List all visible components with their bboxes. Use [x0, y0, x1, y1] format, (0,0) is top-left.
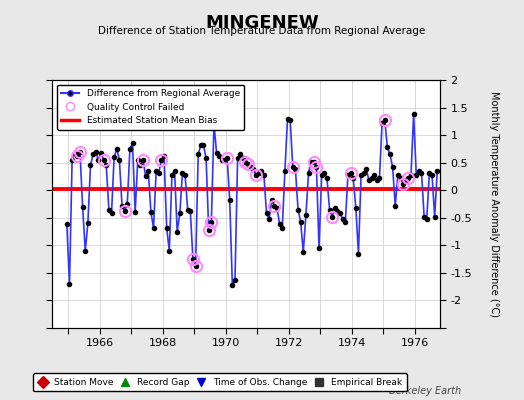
Text: Berkeley Earth: Berkeley Earth: [389, 386, 461, 396]
Text: Difference of Station Temperature Data from Regional Average: Difference of Station Temperature Data f…: [99, 26, 425, 36]
Text: MINGENEW: MINGENEW: [205, 14, 319, 32]
Y-axis label: Monthly Temperature Anomaly Difference (°C): Monthly Temperature Anomaly Difference (…: [489, 91, 499, 317]
Legend: Station Move, Record Gap, Time of Obs. Change, Empirical Break: Station Move, Record Gap, Time of Obs. C…: [34, 374, 407, 392]
Legend: Difference from Regional Average, Quality Control Failed, Estimated Station Mean: Difference from Regional Average, Qualit…: [57, 84, 245, 130]
